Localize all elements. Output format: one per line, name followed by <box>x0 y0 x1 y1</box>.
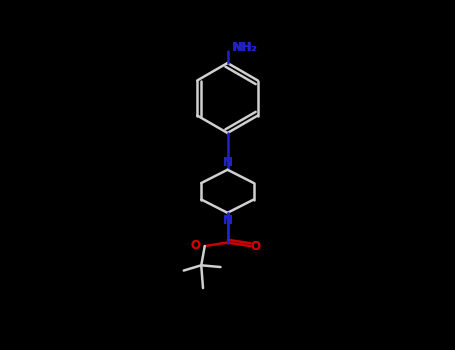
Text: O: O <box>190 239 200 252</box>
Text: NH₂: NH₂ <box>233 41 258 54</box>
Text: N: N <box>222 155 233 169</box>
Text: O: O <box>251 239 261 253</box>
Text: N: N <box>222 155 233 169</box>
Text: N: N <box>222 214 233 227</box>
Text: NH₂: NH₂ <box>232 41 257 54</box>
Text: O: O <box>190 239 200 252</box>
Text: N: N <box>222 214 233 227</box>
Text: O: O <box>251 239 261 253</box>
